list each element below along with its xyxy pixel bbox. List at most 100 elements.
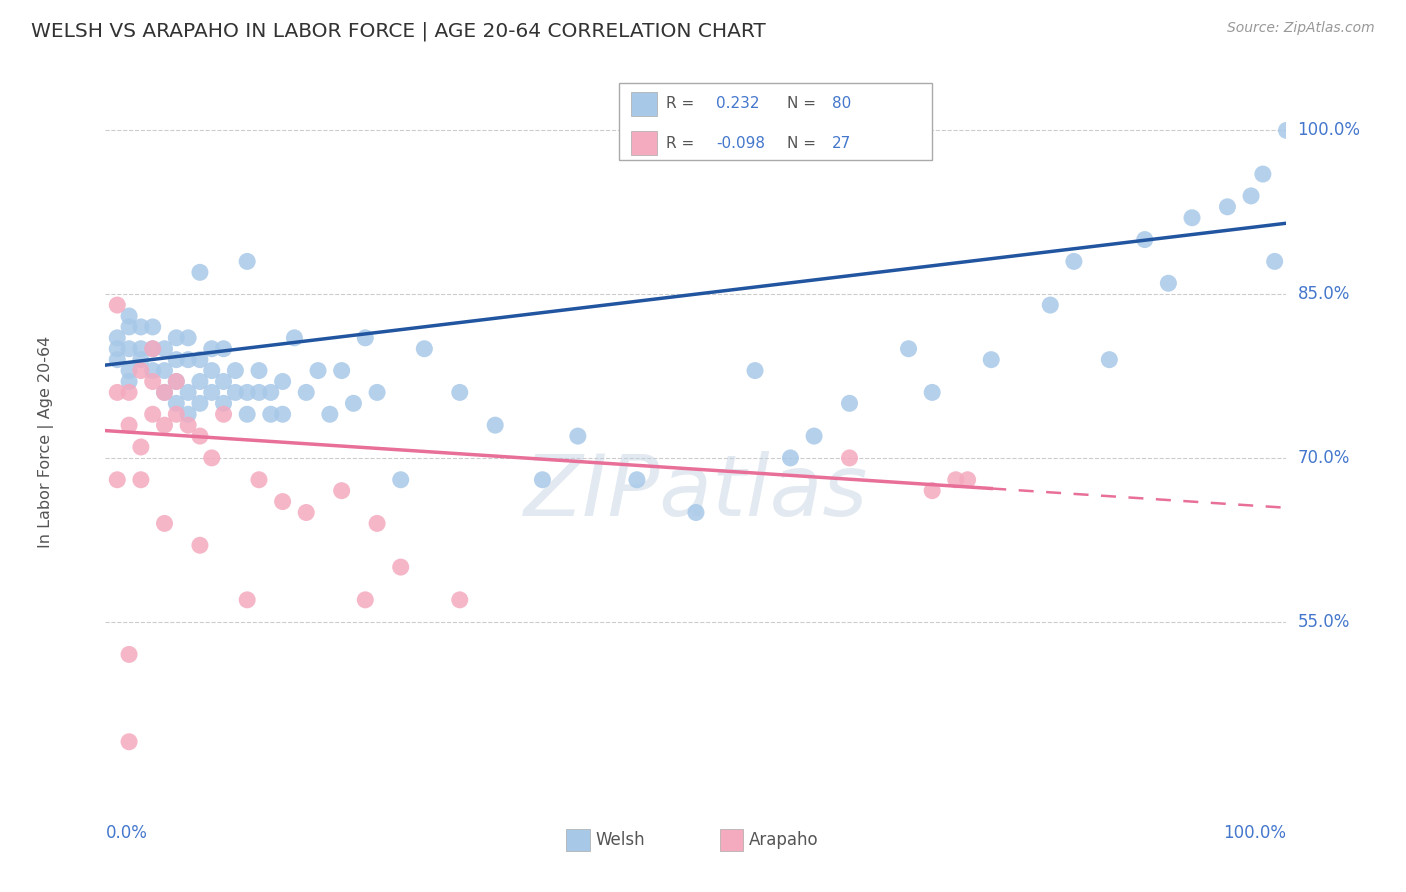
Point (129, 363, 152, 377)
Point (129, 319, 152, 334)
FancyBboxPatch shape (631, 131, 657, 154)
Text: -0.098: -0.098 (716, 136, 765, 151)
Text: 80: 80 (832, 96, 851, 112)
Point (330, 363, 353, 377)
Point (212, 407, 235, 421)
Point (153, 385, 176, 400)
Point (201, 385, 224, 400)
Point (779, 450, 801, 465)
Point (118, 363, 141, 377)
Point (307, 363, 329, 377)
Point (142, 342, 165, 356)
Text: 55.0%: 55.0% (1298, 613, 1350, 631)
Point (212, 375, 235, 389)
Point (1240, 189, 1263, 203)
Point (921, 385, 943, 400)
Point (956, 473, 979, 487)
Point (389, 473, 412, 487)
Point (165, 375, 187, 389)
Point (354, 592, 377, 607)
Point (247, 363, 270, 377)
Point (105, 298, 128, 312)
Text: WELSH VS ARAPAHO IN LABOR FORCE | AGE 20-64 CORRELATION CHART: WELSH VS ARAPAHO IN LABOR FORCE | AGE 20… (31, 21, 766, 41)
Point (188, 375, 211, 389)
Text: 0.0%: 0.0% (105, 824, 148, 842)
Point (295, 385, 318, 400)
Point (177, 385, 200, 400)
Text: In Labor Force | Age 20-64: In Labor Force | Age 20-64 (38, 335, 55, 548)
Point (142, 363, 165, 377)
Point (118, 385, 141, 400)
Point (188, 265, 211, 279)
Text: 70.0%: 70.0% (1298, 449, 1350, 467)
Point (153, 363, 176, 377)
Point (389, 560, 412, 574)
Point (153, 385, 176, 400)
Point (295, 506, 318, 520)
Point (105, 385, 128, 400)
Point (449, 592, 471, 607)
Point (236, 407, 259, 421)
Point (744, 363, 766, 377)
Point (129, 352, 152, 367)
Point (1098, 352, 1121, 367)
Point (177, 331, 200, 345)
Text: 27: 27 (832, 136, 851, 151)
Point (236, 592, 259, 607)
Point (838, 450, 860, 465)
Point (105, 473, 128, 487)
Point (1251, 167, 1274, 181)
Point (449, 385, 471, 400)
Point (177, 418, 200, 433)
Point (118, 418, 141, 433)
Point (165, 331, 187, 345)
Point (685, 506, 707, 520)
Point (188, 429, 211, 443)
Text: R =: R = (666, 136, 695, 151)
Point (342, 396, 364, 410)
Point (803, 429, 825, 443)
Point (188, 396, 211, 410)
Text: 100.0%: 100.0% (1223, 824, 1286, 842)
Point (118, 309, 141, 323)
Text: Source: ZipAtlas.com: Source: ZipAtlas.com (1227, 21, 1375, 36)
Point (531, 473, 554, 487)
Point (1275, 123, 1298, 137)
Point (118, 735, 141, 749)
FancyBboxPatch shape (631, 92, 657, 116)
Point (980, 352, 1002, 367)
Text: 0.232: 0.232 (716, 96, 759, 112)
Point (945, 473, 967, 487)
Point (142, 319, 165, 334)
Point (567, 429, 589, 443)
Point (118, 648, 141, 662)
Point (1216, 200, 1239, 214)
Point (201, 450, 224, 465)
Point (153, 342, 176, 356)
Point (105, 331, 128, 345)
Point (201, 342, 224, 356)
Point (105, 352, 128, 367)
Point (129, 342, 152, 356)
Point (118, 342, 141, 356)
Point (626, 473, 648, 487)
Text: ZIPatlas: ZIPatlas (524, 451, 868, 534)
Point (142, 407, 165, 421)
Point (177, 407, 200, 421)
FancyBboxPatch shape (720, 830, 744, 851)
Point (1157, 277, 1180, 291)
Point (212, 396, 235, 410)
Point (201, 363, 224, 377)
Point (142, 375, 165, 389)
Point (1133, 233, 1156, 247)
Point (271, 407, 294, 421)
Point (1181, 211, 1204, 225)
Point (165, 375, 187, 389)
Point (921, 483, 943, 498)
Point (838, 396, 860, 410)
Point (283, 331, 305, 345)
Point (330, 483, 353, 498)
Text: N =: N = (787, 136, 815, 151)
Point (224, 385, 246, 400)
Point (188, 538, 211, 552)
